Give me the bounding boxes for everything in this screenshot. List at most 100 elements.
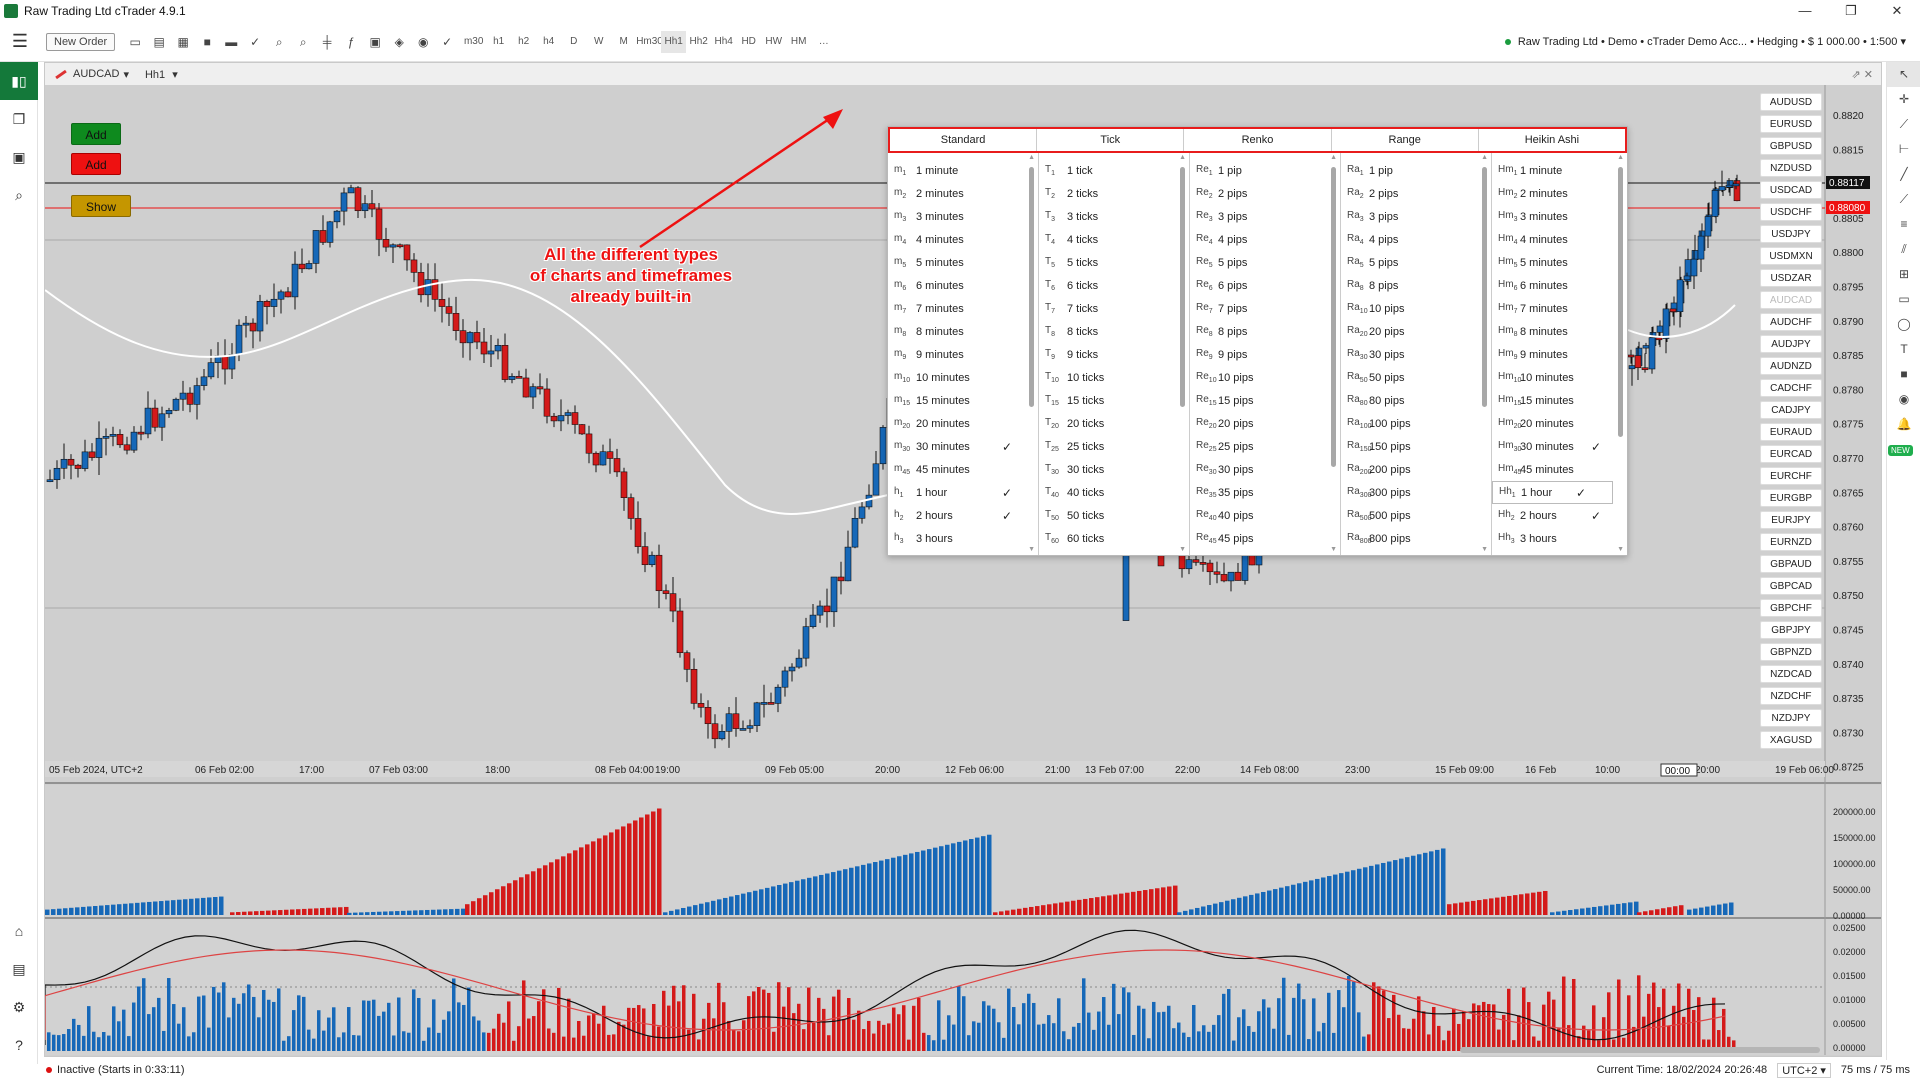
- close-button[interactable]: ✕: [1891, 3, 1903, 18]
- timeframe-button[interactable]: M: [619, 35, 628, 47]
- timeframe-option[interactable]: Ra2 2 pips: [1341, 182, 1491, 205]
- toolbar-tool-icon[interactable]: ▬: [225, 34, 238, 49]
- toolbar-tool-icon[interactable]: ▭: [129, 34, 141, 49]
- timeframe-button[interactable]: Hh4: [714, 35, 733, 47]
- toolbar-tool-icon[interactable]: ▣: [369, 34, 381, 49]
- timeframe-option[interactable]: Hm6 6 minutes: [1492, 274, 1627, 297]
- drawing-tool-icon[interactable]: ⊞: [1898, 267, 1910, 281]
- timeframe-option[interactable]: m2 2 minutes: [888, 182, 1038, 205]
- timeframe-option[interactable]: T9 9 ticks: [1039, 343, 1189, 366]
- timeframe-button[interactable]: Hh1: [661, 30, 687, 53]
- timeframe-option[interactable]: T2 2 ticks: [1039, 182, 1189, 205]
- timeframe-option[interactable]: Re20 20 pips: [1190, 412, 1340, 435]
- toolbar-tool-icon[interactable]: ◈: [394, 34, 404, 49]
- timeframe-option[interactable]: m20 20 minutes: [888, 412, 1038, 435]
- timeframe-option[interactable]: Re5 5 pips: [1190, 251, 1340, 274]
- timeframe-option[interactable]: Re35 35 pips: [1190, 481, 1340, 504]
- timeframe-option[interactable]: T60 60 ticks: [1039, 527, 1189, 550]
- timeframe-option[interactable]: Hm4 4 minutes: [1492, 228, 1627, 251]
- timeframe-option[interactable]: m10 10 minutes: [888, 366, 1038, 389]
- drawing-tool-icon[interactable]: ◯: [1897, 317, 1911, 331]
- tab-range[interactable]: Range: [1332, 129, 1479, 151]
- timeframe-option[interactable]: Ra30 30 pips: [1341, 343, 1491, 366]
- toolbar-tool-icon[interactable]: ▦: [177, 34, 189, 49]
- timeframe-option[interactable]: Hm7 7 minutes: [1492, 297, 1627, 320]
- toolbar-tool-icon[interactable]: ◉: [417, 34, 429, 49]
- timeframe-option[interactable]: m15 15 minutes: [888, 389, 1038, 412]
- timeframe-option[interactable]: Hm45 45 minutes: [1492, 458, 1627, 481]
- timeframe-option[interactable]: m5 5 minutes: [888, 251, 1038, 274]
- settings-icon[interactable]: ⚙: [12, 999, 26, 1015]
- symbol-item[interactable]: NZDCHF: [1760, 687, 1822, 705]
- symbol-item[interactable]: GBPCHF: [1760, 599, 1822, 617]
- timeframe-option[interactable]: T30 30 ticks: [1039, 458, 1189, 481]
- drawing-tool-icon[interactable]: T: [1900, 342, 1908, 356]
- timeframe-option[interactable]: Ra20 20 pips: [1341, 320, 1491, 343]
- symbol-item[interactable]: GBPNZD: [1760, 643, 1822, 661]
- analyze-icon[interactable]: ⌕: [15, 187, 23, 203]
- symbol-item[interactable]: EURGBP: [1760, 489, 1822, 507]
- show-button[interactable]: Show: [71, 195, 131, 217]
- add-red-button[interactable]: Add: [71, 153, 121, 175]
- drawing-tool-icon[interactable]: ⊢: [1898, 142, 1910, 156]
- toolbar-tool-icon[interactable]: ⌕: [299, 34, 307, 49]
- timeframe-option[interactable]: Ra1 1 pip: [1341, 159, 1491, 182]
- timeframe-option[interactable]: Re4 4 pips: [1190, 228, 1340, 251]
- timeframe-option[interactable]: Hm2 2 minutes: [1492, 182, 1627, 205]
- symbol-selector[interactable]: AUDCAD ▾: [55, 68, 129, 81]
- timeframe-option[interactable]: T1 1 tick: [1039, 159, 1189, 182]
- symbol-item[interactable]: AUDNZD: [1760, 357, 1822, 375]
- toolbar-tool-icon[interactable]: ▤: [153, 34, 165, 49]
- timeframe-button[interactable]: …: [818, 35, 829, 47]
- timeframe-option[interactable]: Re45 45 pips: [1190, 527, 1340, 550]
- timeframe-option[interactable]: Hm8 8 minutes: [1492, 320, 1627, 343]
- add-green-button[interactable]: Add: [71, 123, 121, 145]
- timeframe-option[interactable]: Ra100 100 pips: [1341, 412, 1491, 435]
- timeframe-button[interactable]: h4: [543, 35, 555, 47]
- timeframe-option[interactable]: Ra300 300 pips: [1341, 481, 1491, 504]
- timeframe-option[interactable]: Ra3 3 pips: [1341, 205, 1491, 228]
- scroll-up-icon[interactable]: ▲: [1028, 154, 1035, 161]
- symbol-item[interactable]: XAGUSD: [1760, 731, 1822, 749]
- timeframe-option[interactable]: T8 8 ticks: [1039, 320, 1189, 343]
- symbol-item[interactable]: CADJPY: [1760, 401, 1822, 419]
- chart-window-icons[interactable]: ⇗ ✕: [1851, 68, 1874, 81]
- timeframe-button[interactable]: HD: [741, 35, 756, 47]
- symbol-item[interactable]: EURCHF: [1760, 467, 1822, 485]
- symbol-item[interactable]: USDCHF: [1760, 203, 1822, 221]
- timeframe-option[interactable]: Hh1 1 hour ✓: [1492, 481, 1613, 504]
- drawing-tool-icon[interactable]: 🔔: [1896, 417, 1912, 431]
- drawing-tool-icon[interactable]: ↖: [1887, 62, 1920, 87]
- timeframe-option[interactable]: Ra150 150 pips: [1341, 435, 1491, 458]
- scroll-down-icon[interactable]: ▼: [1617, 546, 1624, 553]
- timeframe-option[interactable]: m4 4 minutes: [888, 228, 1038, 251]
- timeframe-option[interactable]: Ra500 500 pips: [1341, 504, 1491, 527]
- timeframe-option[interactable]: m45 45 minutes: [888, 458, 1038, 481]
- timeframe-option[interactable]: T40 40 ticks: [1039, 481, 1189, 504]
- timeframe-option[interactable]: Re1 1 pip: [1190, 159, 1340, 182]
- timeframe-option[interactable]: T10 10 ticks: [1039, 366, 1189, 389]
- toolbar-tool-icon[interactable]: ✓: [250, 34, 261, 49]
- timeframe-option[interactable]: Ra50 50 pips: [1341, 366, 1491, 389]
- timeframe-option[interactable]: m7 7 minutes: [888, 297, 1038, 320]
- tab-tick[interactable]: Tick: [1037, 129, 1185, 151]
- timeframe-option[interactable]: Ra200 200 pips: [1341, 458, 1491, 481]
- timeframe-option[interactable]: Hm5 5 minutes: [1492, 251, 1627, 274]
- timeframe-option[interactable]: Re9 9 pips: [1190, 343, 1340, 366]
- scroll-down-icon[interactable]: ▼: [1028, 546, 1035, 553]
- account-info[interactable]: Raw Trading Ltd • Demo • cTrader Demo Ac…: [1504, 35, 1906, 48]
- symbol-item[interactable]: USDMXN: [1760, 247, 1822, 265]
- timeframe-option[interactable]: Ra80 80 pips: [1341, 389, 1491, 412]
- timeframe-button[interactable]: HM: [790, 35, 807, 47]
- timeframe-option[interactable]: Hh2 2 hours ✓: [1492, 504, 1627, 527]
- timeframe-option[interactable]: Ra10 10 pips: [1341, 297, 1491, 320]
- timeframe-option[interactable]: Hm30 30 minutes ✓: [1492, 435, 1627, 458]
- timeframe-option[interactable]: Re40 40 pips: [1190, 504, 1340, 527]
- hamburger-icon[interactable]: ☰: [11, 31, 29, 51]
- tab-renko[interactable]: Renko: [1184, 129, 1332, 151]
- toolbar-tool-icon[interactable]: ƒ: [347, 34, 355, 49]
- symbol-item[interactable]: EURCAD: [1760, 445, 1822, 463]
- scroll-down-icon[interactable]: ▼: [1179, 546, 1186, 553]
- symbol-item[interactable]: USDZAR: [1760, 269, 1822, 287]
- scrollbar[interactable]: [1618, 167, 1623, 437]
